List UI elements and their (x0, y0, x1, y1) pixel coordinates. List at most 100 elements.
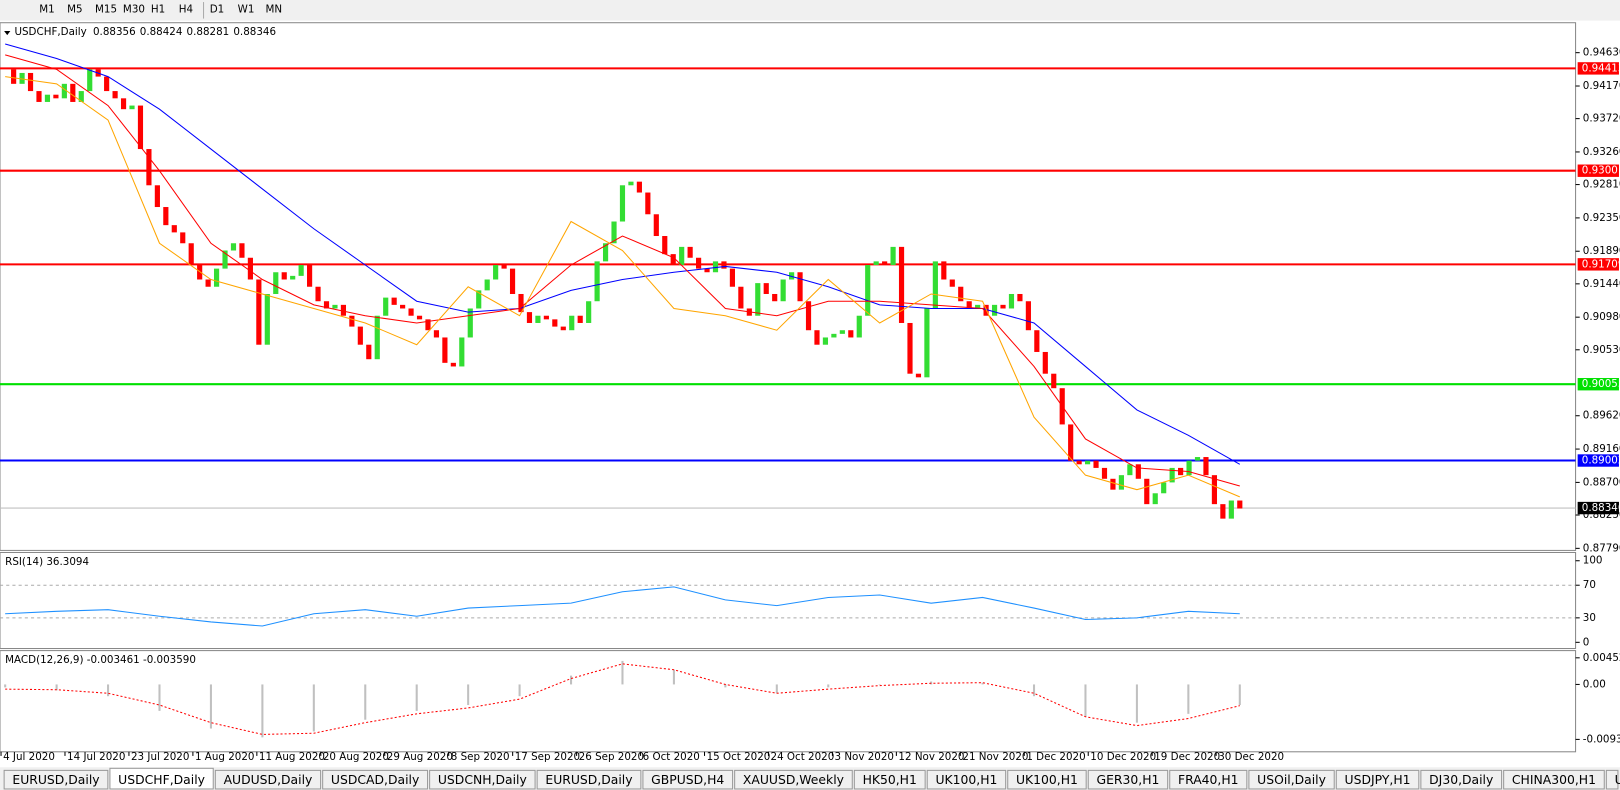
candle (222, 250, 228, 269)
tab-label[interactable]: EURUSD,Daily (12, 772, 99, 787)
candle (780, 279, 786, 302)
tab-label[interactable]: USDCHF,Daily (118, 772, 205, 787)
tab[interactable] (109, 767, 214, 790)
level-label: 0.89002 (1582, 455, 1620, 467)
macd-bar (621, 660, 624, 685)
candle (873, 261, 879, 266)
timeframe-button[interactable]: D1 (210, 3, 225, 15)
tab[interactable] (1007, 769, 1087, 790)
moving-average (5, 76, 1240, 498)
tab-label[interactable]: UK100,H1 (1016, 772, 1078, 787)
tab-label[interactable]: DJ30,Daily (1429, 772, 1493, 787)
candle (78, 91, 84, 102)
candle (679, 246, 685, 266)
tab-label[interactable]: GER30,H1 (1097, 772, 1160, 787)
tab[interactable] (1605, 769, 1619, 790)
tab[interactable] (734, 769, 853, 790)
tab-label[interactable]: UK100,H1 (935, 772, 997, 787)
timeframe-button[interactable]: M5 (67, 3, 82, 15)
timeframe-button[interactable]: M1 (39, 3, 54, 15)
ohlc-value: 0.88346 (233, 26, 276, 38)
candle (273, 272, 279, 294)
timeframe-button[interactable]: H1 (151, 3, 165, 15)
tab-label[interactable]: HK50,H1 (863, 772, 917, 787)
date-label: 6 Oct 2020 (643, 751, 700, 763)
candle (839, 330, 845, 334)
candle (1093, 460, 1099, 468)
candle (882, 261, 888, 266)
timeframe-button[interactable]: H4 (179, 3, 193, 15)
timeframe-button[interactable]: M30 (123, 3, 145, 15)
candle (509, 268, 516, 294)
macd-bar (570, 675, 573, 685)
tab[interactable] (642, 769, 734, 790)
candle (577, 315, 583, 323)
tab-label[interactable]: USDCNH,Daily (438, 772, 527, 787)
tab[interactable] (1248, 769, 1335, 790)
candle (433, 330, 440, 338)
candle (484, 279, 490, 291)
candle (120, 98, 127, 110)
candle (146, 149, 152, 186)
rsi-tick-label: 0 (1583, 636, 1590, 648)
tab-label[interactable]: EURUSD,Daily (545, 772, 632, 787)
candle (1042, 351, 1048, 374)
date-label: 8 Sep 2020 (451, 751, 510, 763)
tab[interactable] (926, 769, 1007, 790)
date-label: 21 Nov 2020 (962, 751, 1028, 763)
date-label: 17 Sep 2020 (515, 751, 580, 763)
date-label: 3 Nov 2020 (834, 751, 894, 763)
tab[interactable] (3, 769, 109, 790)
tab-label[interactable]: USOil,Daily (1257, 772, 1326, 787)
tab-label[interactable]: US (1615, 772, 1620, 787)
candle (890, 246, 896, 266)
tab[interactable] (1169, 769, 1248, 790)
candle (535, 315, 541, 323)
macd-bar (518, 684, 521, 697)
tab-label[interactable]: GBPUSD,H4 (651, 772, 724, 787)
tab-label[interactable]: FRA40,H1 (1178, 772, 1239, 787)
tab[interactable] (1335, 769, 1420, 790)
level-tag (1577, 454, 1619, 467)
candle (738, 286, 744, 309)
tab-label[interactable]: XAUUSD,Weekly (743, 772, 844, 787)
candle (1068, 424, 1074, 461)
tab[interactable] (1503, 769, 1605, 790)
macd-tick-label: 0.00 (1583, 678, 1606, 690)
date-label: 1 Dec 2020 (1026, 751, 1085, 763)
candle (1178, 467, 1184, 476)
date-label: 12 Nov 2020 (898, 751, 964, 763)
candle (602, 243, 609, 262)
candle (61, 83, 67, 99)
tab[interactable] (429, 769, 536, 790)
rsi-tick-label: 100 (1583, 555, 1603, 567)
tab-label[interactable]: USDJPY,H1 (1345, 772, 1411, 787)
timeframe-button[interactable]: MN (266, 3, 283, 15)
tab[interactable] (536, 769, 642, 790)
candle (526, 312, 533, 323)
timeframe-button[interactable]: W1 (238, 3, 255, 15)
candle (915, 373, 922, 378)
candle (865, 265, 871, 316)
collapse-arrow (4, 30, 11, 36)
date-label: 1 Aug 2020 (195, 751, 255, 763)
tab[interactable] (1420, 769, 1503, 790)
tab[interactable] (1087, 769, 1169, 790)
candle (1186, 460, 1192, 476)
ohlc-value: 0.88424 (140, 26, 183, 38)
tab-label[interactable]: CHINA300,H1 (1512, 772, 1596, 787)
tab[interactable] (853, 769, 926, 790)
date-label: 29 Aug 2020 (387, 751, 453, 763)
tab-label[interactable]: USDCAD,Daily (331, 772, 419, 787)
tab[interactable] (322, 769, 429, 790)
tab[interactable] (214, 769, 322, 790)
candle (1110, 478, 1116, 490)
timeframe-button[interactable]: M15 (95, 3, 117, 15)
tab-label[interactable]: AUDUSD,Daily (224, 772, 313, 787)
